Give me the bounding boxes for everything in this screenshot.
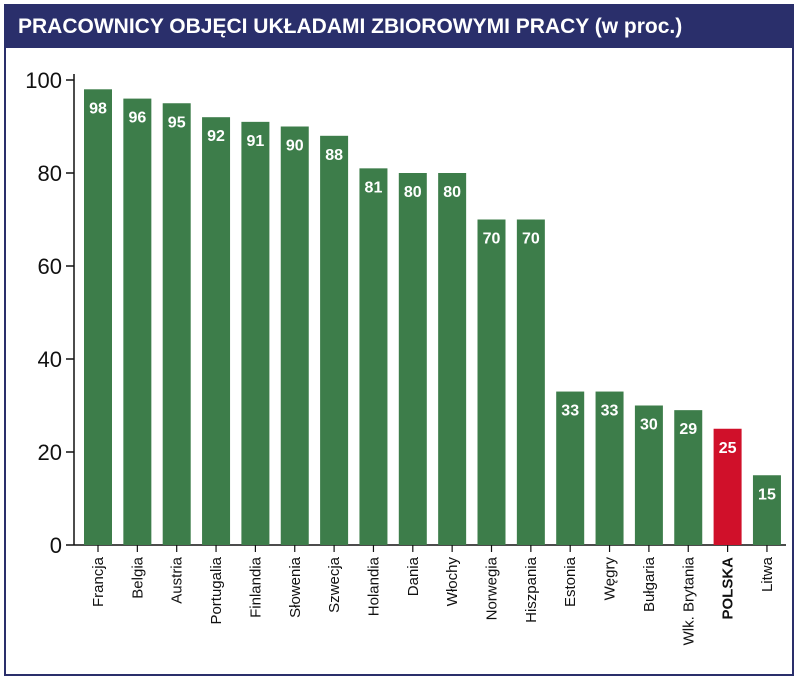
category-label: Hiszpania	[523, 556, 540, 623]
bar-value-label: 33	[561, 403, 579, 420]
category-label: Wlk. Brytania	[680, 556, 697, 645]
bar	[84, 89, 112, 546]
y-tick-label: 60	[38, 254, 62, 279]
bar-value-label: 91	[247, 133, 265, 150]
category-label: Portugalia	[208, 556, 225, 624]
bar	[202, 117, 231, 545]
category-label: Szwecja	[326, 556, 343, 613]
bar	[241, 121, 270, 545]
category-label: Węgry	[602, 557, 619, 601]
bar-value-label: 70	[483, 231, 501, 248]
bar-value-label: 70	[522, 231, 540, 248]
bar	[634, 405, 663, 545]
bar	[477, 219, 506, 545]
bar-value-label: 29	[679, 421, 697, 438]
bar-value-label: 80	[404, 184, 422, 201]
bar	[516, 219, 545, 545]
bar-value-label: 90	[286, 138, 304, 155]
chart-title: PRACOWNICY OBJĘCI UKŁADAMI ZBIOROWYMI PR…	[6, 6, 792, 48]
bar	[556, 391, 585, 545]
category-label: Dania	[405, 556, 422, 596]
bar-value-label: 95	[168, 114, 186, 131]
bar-value-label: 98	[89, 100, 107, 117]
y-tick-label: 0	[50, 533, 62, 558]
y-tick-label: 100	[25, 68, 62, 93]
bar	[438, 173, 467, 545]
category-label: Norwegia	[484, 556, 501, 620]
category-label: Włochy	[444, 557, 461, 607]
bar	[280, 126, 309, 545]
category-label: Bułgaria	[641, 556, 658, 612]
category-label: Finlandia	[247, 556, 264, 618]
bar-value-label: 15	[758, 486, 776, 503]
bar	[398, 173, 427, 545]
y-tick-label: 20	[38, 440, 62, 465]
bar-value-label: 25	[719, 440, 737, 457]
bar-value-label: 30	[640, 417, 658, 434]
bar	[162, 103, 191, 545]
bar-value-label: 81	[365, 179, 383, 196]
bar-value-label: 88	[325, 147, 343, 164]
bar	[359, 168, 388, 545]
bar	[674, 410, 703, 545]
category-label: Belgia	[129, 556, 146, 598]
bar-value-label: 92	[207, 128, 225, 145]
category-label: Austria	[169, 556, 186, 603]
category-label: Litwa	[759, 556, 776, 592]
category-label: Holandia	[365, 556, 382, 616]
category-label: Estonia	[562, 556, 579, 607]
y-tick-label: 40	[38, 347, 62, 372]
bar-value-label: 80	[443, 184, 461, 201]
y-tick-label: 80	[38, 161, 62, 186]
bar	[320, 135, 349, 546]
bar-value-label: 33	[601, 403, 619, 420]
bar	[595, 391, 624, 545]
category-label: Słowenia	[287, 556, 304, 618]
bar	[752, 475, 781, 545]
bar-value-label: 96	[128, 110, 146, 127]
bar	[713, 428, 742, 545]
bar	[123, 98, 152, 545]
category-label: POLSKA	[720, 557, 737, 620]
category-label: Francja	[90, 556, 107, 607]
